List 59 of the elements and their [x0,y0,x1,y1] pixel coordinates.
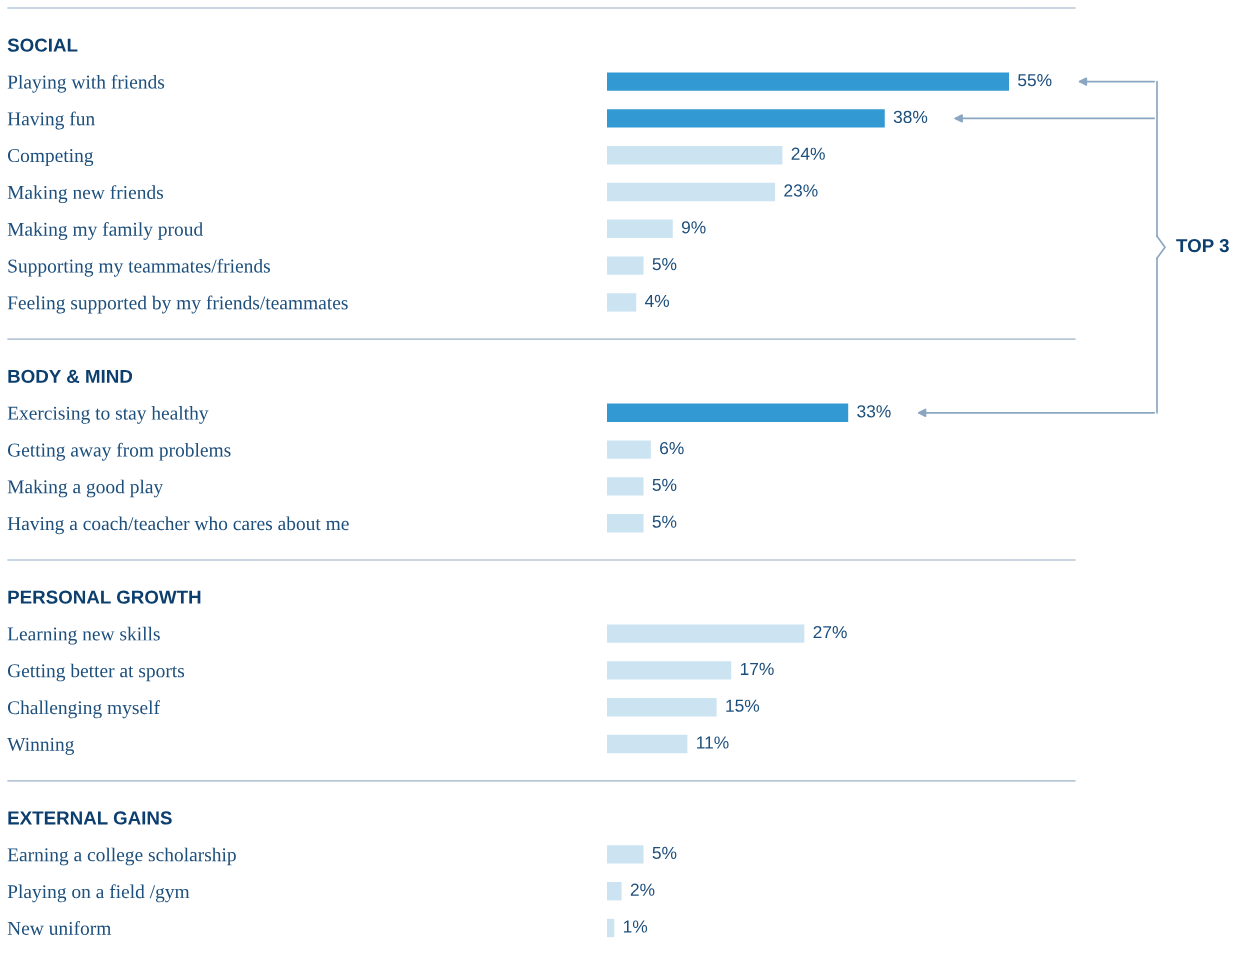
y-tick-label: Getting away from problems [7,442,231,461]
bar [607,440,651,459]
y-tick-label: Making a good play [7,479,164,498]
bar [607,845,644,864]
y-tick-label: Supporting my teammates/friends [8,258,270,277]
data-label: 24% [791,147,825,160]
data-label: 11% [697,736,729,749]
bar [607,219,673,238]
bar [607,403,849,422]
bar [607,72,1009,91]
bar [607,882,622,901]
y-tick-label: New uniform [7,921,112,935]
y-tick-label: Making new friends [7,185,164,204]
bar [607,109,885,128]
y-tick-label: Winning [7,737,75,755]
bar [607,661,732,680]
y-tick-label: Playing on a field /gym [7,884,190,903]
y-tick-label: BODY & MIND [8,369,133,383]
bar [607,256,644,275]
data-label: 6% [660,441,684,455]
bar [607,624,805,643]
bar [607,734,688,754]
data-label: 5% [652,478,677,492]
bar [607,514,644,533]
data-label: 4% [644,294,670,307]
y-tick-label: Earning a college scholarship [7,847,236,866]
y-tick-label: Competing [7,149,94,167]
data-label: 15% [726,699,760,712]
data-label: 17% [740,662,774,675]
data-label: 55% [1018,74,1052,87]
y-tick-label: Making my family proud [7,221,203,240]
y-tick-label: Learning new skills [7,626,160,645]
text: TOP 3 [1176,238,1229,253]
data-label: 33% [857,405,891,418]
data-label: 23% [784,184,818,197]
data-label: 27% [813,625,847,639]
y-tick-label: Playing with friends [7,74,165,93]
data-label: 2% [630,883,655,896]
data-label: 5% [652,846,677,860]
bar [607,182,776,202]
bar [607,293,637,312]
bar [607,477,644,496]
y-tick-label: PERSONAL GROWTH [8,590,201,604]
y-tick-label: Feeling supported by my friends/teammates [7,295,348,314]
bar [607,146,783,165]
bar [607,698,717,717]
y-tick-label: Challenging myself [7,700,160,719]
data-label: 1% [623,920,648,933]
y-tick-label: Having fun [7,111,95,130]
data-label: 9% [681,221,706,234]
data-label: 5% [652,515,677,528]
y-tick-label: Having a coach/teacher who cares about me [7,516,349,535]
data-label: 38% [893,110,928,124]
y-tick-label: EXTERNAL GAINS [8,811,172,825]
y-tick-label: Exercising to stay healthy [7,406,209,424]
data-label: 5% [652,258,677,271]
y-tick-label: SOCIAL [7,38,78,52]
bar [607,918,615,938]
y-tick-label: Getting better at sports [7,663,185,682]
